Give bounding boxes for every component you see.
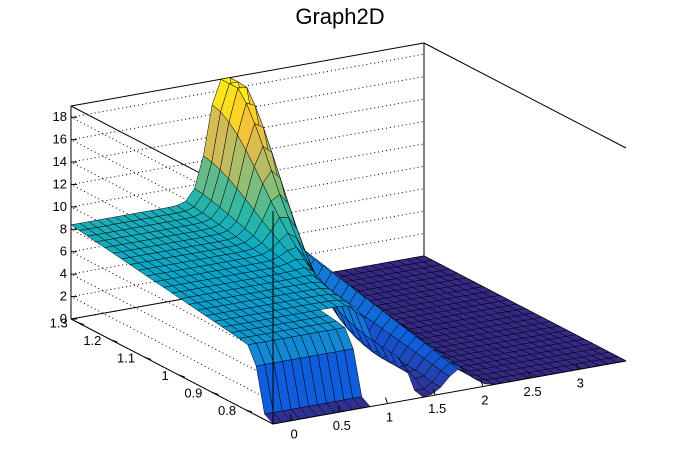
x-tick-label: 3: [577, 376, 584, 391]
frame-edge: [423, 42, 627, 149]
frame-edge: [70, 42, 425, 107]
surface-plot: [70, 77, 627, 425]
x-tick: [337, 405, 341, 413]
y-axis: 0.8 0.9 1 1.1 1.2 1.3: [50, 316, 253, 418]
y-tick: [212, 392, 219, 395]
x-tick: [480, 380, 484, 387]
y-tick: [77, 322, 84, 325]
x-tick-label: 2.5: [524, 384, 542, 399]
y-tick-label: 0.9: [184, 386, 202, 401]
x-tick-label: 0: [290, 427, 297, 442]
y-tick: [245, 409, 253, 413]
x-tick: [575, 363, 579, 370]
z-tick-label: 4: [60, 266, 67, 281]
x-axis: 0 0.5 1 1.5 2 2.5 3: [289, 363, 584, 442]
z-tick-label: 2: [60, 289, 67, 304]
x-tick-label: 0.5: [333, 418, 351, 433]
frame-edge: [272, 360, 627, 425]
x-tick-label: 1: [386, 410, 393, 425]
x-tick-label: 2: [481, 393, 488, 408]
y-tick-label: 1.2: [83, 333, 101, 348]
x-tick: [385, 397, 388, 404]
x-tick: [432, 388, 436, 396]
chart-title: Graph2D: [295, 4, 384, 29]
x-tick: [528, 371, 532, 379]
frame-edge: [70, 318, 274, 425]
x-tick: [289, 414, 293, 421]
z-tick-label: 6: [60, 244, 67, 259]
z-tick-label: 14: [53, 154, 67, 169]
y-tick-label: 1.3: [50, 316, 68, 331]
z-tick-label: 16: [53, 132, 67, 147]
y-tick: [144, 357, 152, 360]
y-tick: [111, 339, 118, 343]
z-tick-label: 0: [60, 311, 67, 326]
z-tick-label: 18: [53, 109, 67, 124]
y-tick: [178, 374, 185, 378]
z-tick-label: 8: [60, 221, 67, 236]
x-tick-label: 1.5: [428, 401, 446, 416]
y-tick-label: 0.8: [218, 403, 236, 418]
z-tick-label: 10: [53, 199, 67, 214]
z-axis: 0 2 4 6 8 10 12 14 16 18: [53, 109, 77, 326]
z-tick-label: 12: [53, 176, 67, 191]
frame-front: [272, 211, 627, 425]
y-tick-label: 1: [161, 368, 168, 383]
y-tick-label: 1.1: [117, 351, 135, 366]
